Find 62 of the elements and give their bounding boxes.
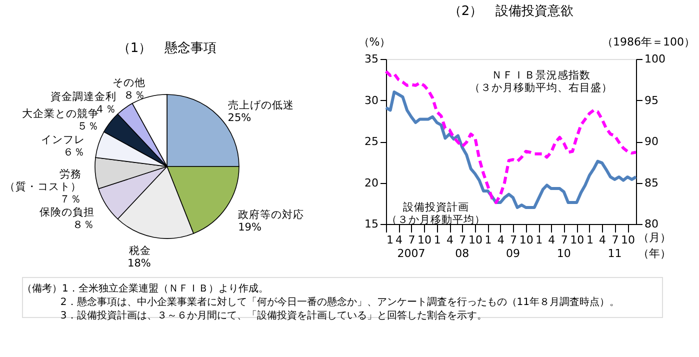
x-tick-label: 1 [434, 234, 441, 246]
x-tick-label: 1 [586, 234, 594, 246]
text: （月） [638, 231, 671, 244]
slice-label: 税金 [128, 244, 151, 257]
y2-tick-label: 85 [644, 176, 658, 190]
text: 11 [608, 247, 622, 260]
x-tick-label: 7 [459, 234, 466, 246]
x-tick-label: 10 [570, 234, 584, 246]
y-axis-title: （%） [358, 36, 391, 48]
slice-label: インフレ [41, 134, 86, 146]
text: 3．設備投資計画は、３～６か月間にて、「設備投資を計画している」と回答した割合を示す。 [60, 309, 487, 322]
x-tick-label: 1 [536, 234, 543, 246]
slice-label: その他 [112, 77, 146, 90]
data-label: 18% [128, 257, 151, 270]
series-label: 設備投資計画（３か月移動平均） [386, 200, 486, 226]
data-label: 25% [228, 112, 252, 124]
y-tick-label: 30 [364, 94, 378, 107]
x-tick-label: 10 [418, 234, 432, 246]
y-tick-label: 25 [364, 135, 378, 148]
slice-label: 売上げの低迷 [228, 98, 294, 112]
data-label: ７％ [59, 194, 82, 206]
x-tick-label: 1 [484, 234, 492, 246]
x-tick-label: 4 [446, 234, 454, 246]
text: 2．懸念事項は、中小企業事業者に対して「何が今日一番の懸念か」、アンケート調査を行ったもの（11年８月調査時点）。 [60, 296, 620, 308]
data-label: ８％ [124, 90, 146, 102]
text: （年） [638, 247, 671, 260]
chart-title: （2） 設備投資意欲 [448, 4, 574, 19]
slice-label: 保険の負担 [39, 206, 94, 219]
y2-tick-label: 95 [644, 94, 658, 107]
slice-label: 資金調達金利 [50, 90, 116, 103]
y2-tick-label: 100 [644, 52, 666, 66]
x-tick-label: 7 [560, 234, 568, 246]
text: （備考）1．全米独立企業連盟（ＮＦＩＢ）より作成。 [22, 282, 268, 295]
slice-label: 労務（質・コスト） [4, 168, 82, 194]
chart-title: （1） 懸念事項 [117, 41, 217, 56]
data-label: ８％ [72, 219, 94, 232]
x-tick-label: 7 [510, 234, 518, 246]
text: 08 [455, 247, 470, 260]
y-tick-label: 15 [364, 218, 378, 230]
data-label: ５％ [77, 120, 100, 132]
slice-label: 政府等の対応 [238, 208, 304, 221]
y2-tick-label: 90 [644, 135, 658, 148]
x-tick-label: 10 [621, 234, 636, 246]
y2-axis-title: （1986年＝100） [602, 36, 695, 48]
text: 2007 [397, 247, 426, 260]
y-tick-label: 20 [364, 176, 378, 190]
x-tick-label: 7 [612, 234, 619, 246]
text: 09 [506, 247, 520, 260]
y-tick-label: 35 [364, 52, 378, 66]
text: ＮＦＩＢ景況感指数（３か月移動平均、右目盛） [470, 68, 612, 94]
x-tick-label: 4 [396, 234, 403, 246]
text: 10 [556, 247, 571, 260]
x-tick-label: 1 [386, 234, 394, 246]
data-label: ６％ [63, 146, 86, 158]
y2-tick-label: 80 [644, 218, 658, 230]
x-tick-label: 10 [468, 234, 482, 246]
data-label: 19% [238, 221, 262, 234]
x-tick-label: 4 [497, 234, 504, 246]
x-tick-label: 4 [599, 234, 606, 246]
x-tick-label: 7 [408, 234, 416, 246]
x-tick-label: 10 [519, 234, 534, 246]
x-tick-label: 4 [548, 234, 556, 246]
